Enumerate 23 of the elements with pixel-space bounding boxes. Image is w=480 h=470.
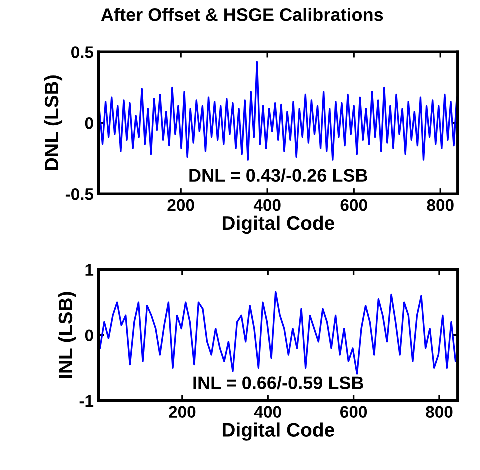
- chart-title: After Offset & HSGE Calibrations: [101, 8, 384, 22]
- y-tick-label: -0.5: [66, 188, 94, 200]
- y-axis-title: DNL (LSB): [44, 76, 63, 170]
- x-tick-label: 800: [427, 199, 454, 212]
- x-axis-title: Digital Code: [222, 216, 334, 234]
- y-tick-label: 0: [85, 118, 94, 130]
- line-series: [98, 61, 458, 161]
- x-tick-label: 400: [254, 406, 282, 418]
- y-tick-label: 0: [85, 330, 94, 342]
- y-tick-label: -1: [80, 395, 94, 407]
- line-series: [99, 291, 457, 375]
- x-tick-label: 400: [254, 199, 281, 212]
- y-tick-label: 1: [86, 264, 94, 276]
- x-axis-title: Digital Code: [222, 422, 334, 441]
- x-tick-label: 800: [426, 406, 453, 418]
- x-tick-label: 600: [340, 406, 368, 418]
- annotation: INL = 0.66/-0.59 LSB: [194, 376, 364, 390]
- y-axis-title: INL (LSB): [58, 292, 76, 378]
- y-tick-label: 0.5: [72, 46, 94, 58]
- x-tick-label: 200: [168, 199, 194, 212]
- x-tick-label: 600: [340, 199, 368, 212]
- annotation: DNL = 0.43/-0.26 LSB: [190, 168, 368, 182]
- x-tick-label: 200: [169, 406, 196, 418]
